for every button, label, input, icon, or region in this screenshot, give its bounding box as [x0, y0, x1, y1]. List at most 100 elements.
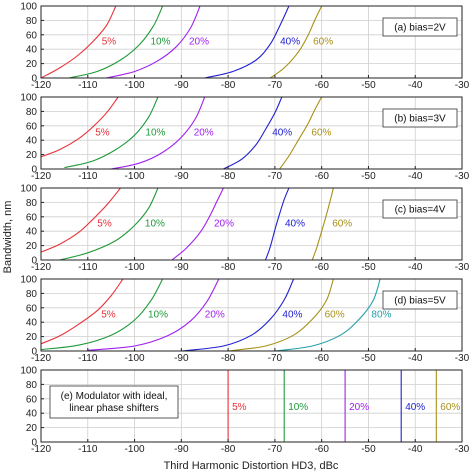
x-tick-label: -120	[31, 444, 51, 455]
x-tick-label: -60	[314, 444, 329, 455]
curve-label-60pct: 60%	[311, 128, 331, 139]
plot-frame	[40, 278, 463, 352]
curve-label-60pct: 60%	[313, 37, 333, 48]
y-tick-label: 40	[26, 136, 38, 147]
y-tick-label: 20	[26, 59, 38, 70]
series-line-5pct	[41, 279, 124, 345]
x-tick-label: -80	[221, 262, 236, 273]
y-tick-label: 80	[26, 198, 38, 209]
y-tick-label: 60	[26, 303, 38, 314]
y-tick-label: 0	[31, 256, 37, 267]
curve-label-10pct: 10%	[148, 310, 168, 321]
condition-text: linear phase shifters	[69, 403, 159, 414]
series-group	[41, 97, 323, 169]
curve-label-5pct: 5%	[101, 310, 116, 321]
curve-label-40pct: 40%	[285, 219, 305, 230]
x-tick-label: -120	[31, 80, 51, 91]
series-line-10pct	[59, 188, 159, 260]
x-tick-label: -50	[361, 171, 376, 182]
series-line-20pct	[111, 97, 206, 169]
x-tick-label: -80	[221, 171, 236, 182]
x-tick-label: -30	[455, 444, 470, 455]
condition-text: (d) bias=5V	[394, 296, 446, 307]
y-tick-label: 0	[31, 438, 37, 449]
x-tick-label: -30	[455, 353, 470, 364]
series-line-40pct	[181, 279, 295, 351]
x-tick-label: -90	[174, 444, 189, 455]
panel-a: 5% 10% 20% 40% 60% -120 -110 -100 -90 -80 -70 -60 -5…	[20, 2, 469, 92]
y-tick-label: 60	[26, 212, 38, 223]
condition-box	[49, 385, 179, 419]
series-line-5pct	[41, 188, 121, 253]
plot-frame	[40, 187, 463, 261]
plot-frame	[40, 5, 463, 79]
series-line-10pct	[68, 6, 164, 78]
condition-box	[382, 199, 458, 219]
series-line-60pct	[311, 188, 334, 260]
curve-label-40pct: 40%	[405, 402, 425, 413]
condition-box	[382, 17, 458, 37]
x-tick-label: -30	[455, 171, 470, 182]
curve-label-5pct: 5%	[95, 128, 110, 139]
x-tick-label: -110	[78, 444, 98, 455]
y-tick-label: 60	[26, 394, 38, 405]
curve-label-80pct: 80%	[371, 310, 391, 321]
condition-box	[382, 290, 458, 310]
x-tick-label: -100	[125, 353, 145, 364]
x-tick-label: -100	[125, 171, 145, 182]
y-tick-label: 40	[26, 227, 38, 238]
y-tick-label: 100	[20, 275, 37, 286]
x-tick-label: -40	[408, 80, 423, 91]
curve-label-60pct: 60%	[325, 310, 345, 321]
x-tick-label: -40	[408, 444, 423, 455]
panel-d: 5% 10% 20% 40% 60% 80% -120 -110 -100 -90 -80 -70 -6…	[20, 275, 469, 365]
x-tick-label: -70	[268, 353, 283, 364]
y-tick-label: 100	[20, 2, 37, 13]
x-tick-label: -100	[125, 444, 145, 455]
x-tick-label: -120	[31, 262, 51, 273]
x-tick-label: -90	[174, 262, 189, 273]
curve-label-60pct: 60%	[332, 219, 352, 230]
condition-text: (c) bias=4V	[395, 205, 446, 216]
x-tick-label: -120	[31, 171, 51, 182]
curve-label-5pct: 5%	[232, 402, 247, 413]
x-tick-label: -40	[408, 353, 423, 364]
series-line-5pct	[41, 97, 119, 158]
curve-label-20pct: 20%	[189, 37, 209, 48]
condition-text: (a) bias=2V	[394, 23, 446, 34]
x-tick-label: -70	[268, 444, 283, 455]
y-tick-label: 40	[26, 318, 38, 329]
x-tick-label: -70	[268, 80, 283, 91]
panel-b: 5% 10% 20% 40% 60% -120 -110 -100 -90 -80 -70 -60 -5…	[20, 93, 469, 183]
x-tick-label: -80	[221, 353, 236, 364]
curve-label-5pct: 5%	[102, 37, 117, 48]
x-tick-label: -60	[314, 80, 329, 91]
x-tick-label: -100	[125, 80, 145, 91]
x-tick-label: -100	[125, 262, 145, 273]
curve-label-20pct: 20%	[214, 219, 234, 230]
x-tick-label: -50	[361, 353, 376, 364]
y-tick-label: 0	[31, 165, 37, 176]
condition-box	[382, 108, 458, 128]
x-tick-label: -120	[31, 353, 51, 364]
series-line-20pct	[106, 6, 201, 78]
series-line-20pct	[87, 279, 220, 351]
x-tick-label: -50	[361, 444, 376, 455]
y-tick-label: 60	[26, 121, 38, 132]
condition-text: (e) Modulator with ideal,	[61, 391, 168, 402]
x-tick-label: -60	[314, 262, 329, 273]
curve-label-20pct: 20%	[205, 310, 225, 321]
y-tick-label: 100	[20, 93, 37, 104]
x-tick-label: -70	[268, 262, 283, 273]
series-group	[41, 6, 323, 78]
x-tick-label: -80	[221, 80, 236, 91]
x-tick-label: -110	[78, 262, 98, 273]
x-tick-label: -110	[78, 171, 98, 182]
series-line-80pct	[274, 279, 381, 351]
panel-c: 5% 10% 20% 40% 60% -120 -110 -100 -90 -80 -70 -60 -5…	[20, 184, 469, 274]
x-tick-label: -40	[408, 262, 423, 273]
curve-label-5pct: 5%	[97, 219, 112, 230]
plot-frame	[40, 96, 463, 170]
x-tick-label: -40	[408, 171, 423, 182]
plot-frame	[40, 369, 463, 443]
